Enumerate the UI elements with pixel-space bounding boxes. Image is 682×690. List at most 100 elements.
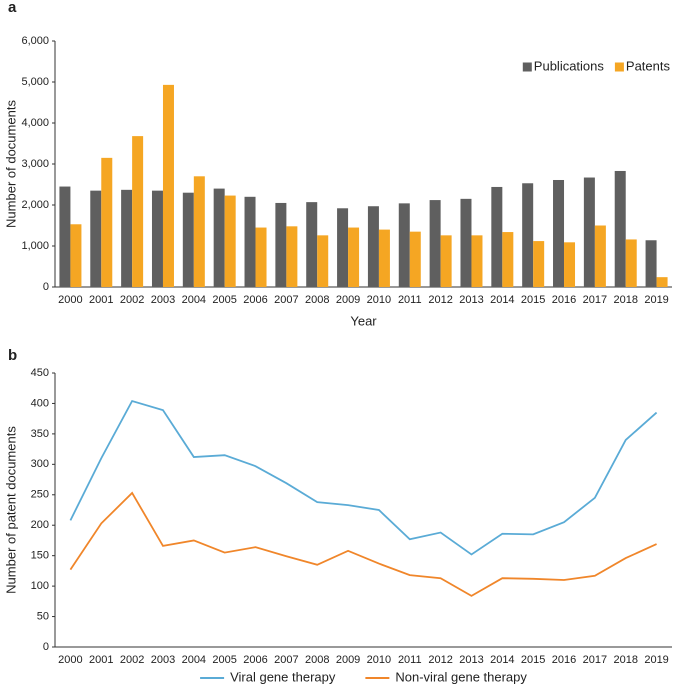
legend-label: Patents — [626, 58, 671, 73]
x-tick-label: 2003 — [151, 654, 175, 666]
bar — [132, 136, 144, 287]
bar — [213, 188, 225, 287]
x-tick-label: 2003 — [151, 294, 175, 306]
x-tick-label: 2005 — [212, 294, 236, 306]
y-tick-label: 100 — [31, 580, 49, 592]
x-axis-title: Year — [350, 313, 377, 328]
bar — [583, 177, 595, 287]
bar — [224, 195, 236, 287]
bar — [502, 232, 514, 287]
bar — [398, 203, 410, 287]
x-tick-label: 2002 — [120, 654, 144, 666]
x-tick-label: 2007 — [274, 654, 298, 666]
x-tick-label: 2004 — [182, 294, 206, 306]
x-tick-label: 2015 — [521, 654, 545, 666]
panel-label: b — [8, 347, 17, 364]
x-tick-label: 2012 — [428, 294, 452, 306]
x-tick-label: 2009 — [336, 654, 360, 666]
x-tick-label: 2018 — [613, 654, 637, 666]
panel-label: a — [8, 0, 17, 16]
bar — [429, 200, 441, 287]
x-tick-label: 2013 — [459, 654, 483, 666]
bar — [193, 176, 205, 287]
bar — [70, 224, 82, 287]
bar — [564, 242, 576, 287]
legend-swatch — [522, 62, 532, 72]
bar — [594, 225, 606, 287]
x-tick-label: 2007 — [274, 294, 298, 306]
x-tick-label: 2001 — [89, 654, 113, 666]
bar — [255, 227, 267, 287]
legend-label: Non-viral gene therapy — [395, 669, 527, 684]
x-tick-label: 2017 — [583, 294, 607, 306]
y-tick-label: 0 — [43, 281, 49, 293]
bar — [59, 186, 71, 287]
bar — [162, 84, 174, 288]
y-tick-label: 150 — [31, 550, 49, 562]
bar — [625, 239, 637, 287]
y-tick-label: 3,000 — [21, 158, 49, 170]
y-tick-label: 400 — [31, 397, 49, 409]
bar — [460, 198, 472, 287]
x-tick-label: 2000 — [58, 654, 82, 666]
x-tick-label: 2014 — [490, 654, 514, 666]
x-tick-label: 2012 — [428, 654, 452, 666]
bar — [317, 235, 329, 287]
bar — [614, 170, 626, 287]
bar — [471, 235, 483, 287]
bar — [182, 192, 194, 287]
y-tick-label: 2,000 — [21, 199, 49, 211]
x-tick-label: 2004 — [182, 654, 206, 666]
x-tick-label: 2016 — [552, 294, 576, 306]
x-tick-label: 2006 — [243, 654, 267, 666]
bar — [121, 189, 133, 287]
legend-label: Publications — [534, 58, 605, 73]
bar — [378, 229, 390, 287]
bar — [101, 157, 113, 287]
bar — [656, 277, 668, 287]
bar — [337, 208, 349, 287]
bar — [367, 206, 379, 287]
x-tick-label: 2011 — [398, 294, 422, 306]
x-tick-label: 2001 — [89, 294, 113, 306]
bar — [306, 202, 318, 287]
line — [69, 399, 658, 556]
x-tick-label: 2008 — [305, 294, 329, 306]
x-tick-label: 2018 — [613, 294, 637, 306]
y-tick-label: 250 — [31, 489, 49, 501]
y-tick-label: 0 — [43, 641, 49, 653]
bar — [275, 202, 287, 287]
y-tick-label: 50 — [37, 610, 49, 622]
x-tick-label: 2010 — [367, 654, 391, 666]
x-tick-label: 2008 — [305, 654, 329, 666]
y-tick-label: 350 — [31, 428, 49, 440]
x-tick-label: 2019 — [644, 654, 668, 666]
x-tick-label: 2017 — [583, 654, 607, 666]
bar — [533, 241, 545, 287]
x-tick-label: 2005 — [212, 654, 236, 666]
bar — [244, 196, 256, 287]
bar — [151, 190, 163, 287]
x-tick-label: 2019 — [644, 294, 668, 306]
bar — [491, 186, 503, 287]
bar — [286, 226, 298, 287]
bar — [522, 183, 534, 287]
y-tick-label: 200 — [31, 519, 49, 531]
x-tick-label: 2014 — [490, 294, 514, 306]
bar — [409, 231, 421, 287]
y-tick-label: 5,000 — [21, 76, 49, 88]
bar — [440, 235, 452, 287]
x-tick-label: 2000 — [58, 294, 82, 306]
x-tick-label: 2010 — [367, 294, 391, 306]
bar — [553, 179, 565, 287]
legend-label: Viral gene therapy — [230, 669, 336, 684]
x-tick-label: 2002 — [120, 294, 144, 306]
y-tick-label: 300 — [31, 458, 49, 470]
x-tick-label: 2009 — [336, 294, 360, 306]
y-axis-title: Number of patent documents — [3, 426, 18, 594]
y-tick-label: 4,000 — [21, 117, 49, 129]
bar — [645, 240, 657, 287]
y-tick-label: 1,000 — [21, 240, 49, 252]
x-tick-label: 2013 — [459, 294, 483, 306]
